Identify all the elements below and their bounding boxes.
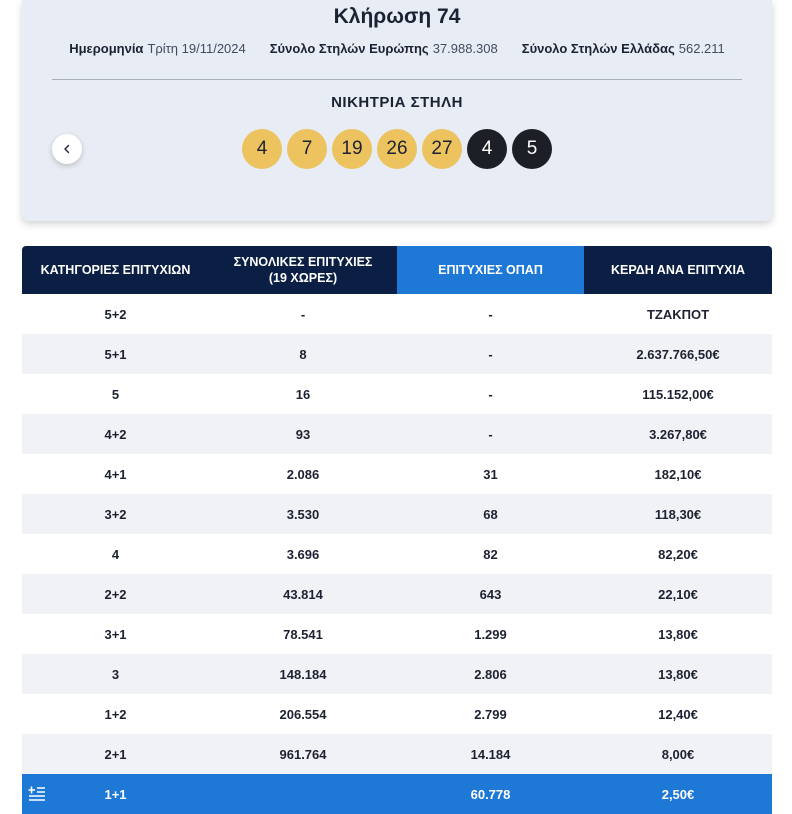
row-prize: 118,30€ [654,506,702,522]
row-total-wins: 8 [299,346,307,362]
greek-flag-icon [28,786,45,801]
meta-europe-label: Σύνολο Στηλών Ευρώπης [269,41,429,56]
row-opap-wins: 31 [483,466,498,482]
number-ball: 19 [332,129,372,169]
header-total-wins: ΣΥΝΟΛΙΚΕΣ ΕΠΙΤΥΧΙΕΣ (19 ΧΩΡΕΣ) [209,246,397,294]
meta-date-value: Τρίτη 19/11/2024 [147,41,246,56]
meta-europe-total: Σύνολο Στηλών Ευρώπης 37.988.308 [270,38,498,60]
chevron-left-icon [64,144,70,154]
row-opap-wins: 1.299 [474,626,507,642]
row-category: 5+2 [104,306,127,322]
row-opap-wins: 2.806 [474,666,507,682]
table-row: 2+2 43.814 643 22,10€ [22,574,772,614]
row-category: 4 [111,546,120,562]
row-prize: 13,80€ [658,626,698,642]
row-total-wins: 2.086 [286,466,320,482]
row-opap-wins: 68 [483,506,498,522]
row-total-wins: 3.696 [286,546,320,562]
row-category: 2+2 [104,586,127,602]
row-opap-wins: 60.778 [470,786,511,802]
table-row: 5+2 - - ΤΖΑΚΠΟΤ [22,294,772,334]
number-ball: 27 [422,129,462,169]
table-row: 3+2 3.530 68 118,30€ [22,494,772,534]
header-categories: ΚΑΤΗΓΟΡΙΕΣ ΕΠΙΤΥΧΙΩΝ [22,246,209,294]
row-category: 4+1 [104,466,127,482]
row-category: 3 [111,666,120,682]
header-prize: ΚΕΡΔΗ ΑΝΑ ΕΠΙΤΥΧΙΑ [584,246,772,294]
table-row: 4+2 93 - 3.267,80€ [22,414,772,454]
row-opap-wins: - [488,346,493,362]
number-ball: 4 [242,129,282,169]
row-opap-wins: 2.799 [474,706,507,722]
draw-card: Κλήρωση 74 Ημερομηνία Τρίτη 19/11/2024 Σύ… [22,0,772,221]
row-total-wins: - [300,306,306,322]
meta-greece-value: 562.211 [678,41,725,56]
number-ball: 26 [377,129,417,169]
row-prize: 12,40€ [658,706,698,722]
row-opap-wins: - [488,386,493,402]
row-opap-wins: 14.184 [470,746,511,762]
row-prize: 115.152,00€ [642,386,714,402]
star-ball: 4 [467,129,507,169]
table-row: 5 16 - 115.152,00€ [22,374,772,414]
row-category: 3+2 [104,506,127,522]
row-prize: 22,10€ [658,586,698,602]
table-row: 1+1 60.778 2,50€ [22,774,772,814]
row-prize: 2,50€ [661,786,695,802]
table-row: 5+1 8 - 2.637.766,50€ [22,334,772,374]
row-prize: 82,20€ [658,546,698,562]
table-row: 4 3.696 82 82,20€ [22,534,772,574]
row-total-wins: 961.764 [279,746,327,762]
row-prize: 3.267,80€ [649,426,707,442]
number-ball: 7 [287,129,327,169]
table-row: 4+1 2.086 31 182,10€ [22,454,772,494]
row-category: 5+1 [104,346,127,362]
row-category: 1+1 [104,786,127,802]
row-opap-wins: 82 [483,546,498,562]
row-prize: 13,80€ [658,666,698,682]
star-ball: 5 [512,129,552,169]
table-row: 2+1 961.764 14.184 8,00€ [22,734,772,774]
row-total-wins: 78.541 [283,626,323,642]
row-total-wins: 3.530 [286,506,320,522]
row-total-wins [209,774,397,814]
row-prize: ΤΖΑΚΠΟΤ [646,306,710,322]
winnings-table: ΚΑΤΗΓΟΡΙΕΣ ΕΠΙΤΥΧΙΩΝ ΣΥΝΟΛΙΚΕΣ ΕΠΙΤΥΧΙΕΣ… [22,246,772,814]
row-prize: 182,10€ [654,466,702,482]
table-body: 5+2 - - ΤΖΑΚΠΟΤ 5+1 8 - 2.637.766,50€ 5 16 - 115.15… [22,294,772,814]
row-prize: 2.637.766,50€ [636,346,720,362]
divider [52,79,742,80]
draw-meta: Ημερομηνία Τρίτη 19/11/2024 Σύνολο Στηλών… [22,38,772,60]
row-category: 5 [111,386,120,402]
row-opap-wins: - [488,426,493,442]
winning-numbers: 4 7 19 26 27 4 5 [242,129,552,169]
row-total-wins: 148.184 [279,666,327,682]
meta-greece-total: Σύνολο Στηλών Ελλάδας 562.211 [522,38,725,60]
row-category: 2+1 [104,746,127,762]
table-row: 3 148.184 2.806 13,80€ [22,654,772,694]
row-category: 4+2 [104,426,127,442]
row-total-wins: 43.814 [283,586,323,602]
table-row: 3+1 78.541 1.299 13,80€ [22,614,772,654]
table-header: ΚΑΤΗΓΟΡΙΕΣ ΕΠΙΤΥΧΙΩΝ ΣΥΝΟΛΙΚΕΣ ΕΠΙΤΥΧΙΕΣ… [22,246,772,294]
row-prize: 8,00€ [661,746,695,762]
row-category: 1+2 [104,706,127,722]
meta-date: Ημερομηνία Τρίτη 19/11/2024 [69,38,246,60]
meta-europe-value: 37.988.308 [432,41,498,56]
row-category: 3+1 [104,626,127,642]
row-opap-wins: 643 [479,586,502,602]
table-row: 1+2 206.554 2.799 12,40€ [22,694,772,734]
meta-date-label: Ημερομηνία [69,41,144,56]
row-total-wins: 16 [295,386,311,402]
row-opap-wins: - [488,306,493,322]
row-total-wins: 93 [295,426,311,442]
winning-column-label: ΝΙΚΗΤΡΙΑ ΣΤΗΛΗ [331,94,463,111]
header-opap-wins[interactable]: ΕΠΙΤΥΧΙΕΣ ΟΠΑΠ [397,246,584,294]
meta-greece-label: Σύνολο Στηλών Ελλάδας [521,41,675,56]
previous-draw-button[interactable] [52,134,82,164]
row-total-wins: 206.554 [279,706,327,722]
draw-title: Κλήρωση 74 [333,5,461,28]
